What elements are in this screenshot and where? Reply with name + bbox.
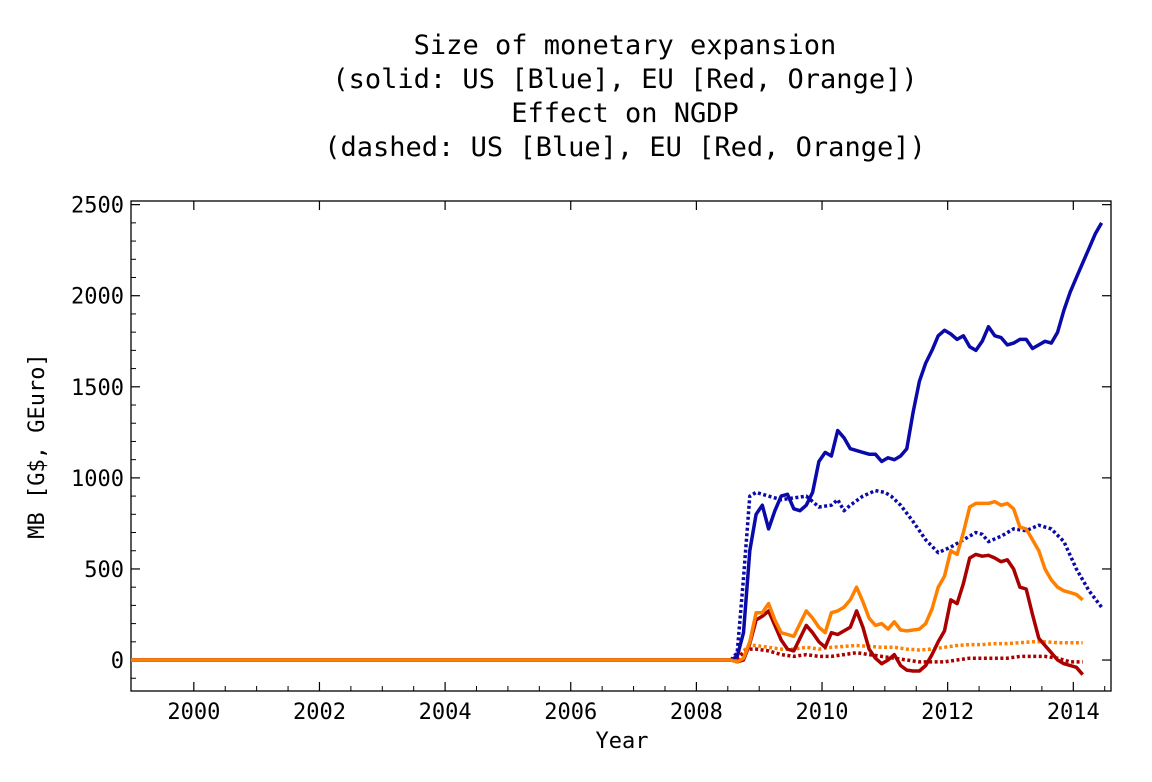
y-tick-label: 0 <box>111 649 124 674</box>
y-tick-label: 1000 <box>71 467 124 492</box>
y-axis-label: MB [G$, GEuro] <box>25 353 50 538</box>
y-tick-label: 1500 <box>71 376 124 401</box>
x-axis: 2000 2002 2004 2006 2008 2010 2012 2014 <box>167 201 1106 725</box>
x-tick-label: 2006 <box>544 700 597 725</box>
chart-title-line-4: (dashed: US [Blue], EU [Red, Orange]) <box>324 132 926 163</box>
chart-title-line-2: (solid: US [Blue], EU [Red, Orange]) <box>332 64 918 95</box>
chart-title-line-3: Effect on NGDP <box>511 98 739 129</box>
y-axis: 0 500 1000 1500 2000 2500 <box>71 194 1111 679</box>
x-tick-label: 2012 <box>921 700 974 725</box>
x-tick-label: 2004 <box>419 700 472 725</box>
y-tick-label: 2500 <box>71 194 124 219</box>
series-line-4 <box>131 552 1085 676</box>
x-tick-label: 2000 <box>167 700 220 725</box>
x-tick-label: 2010 <box>796 700 849 725</box>
series-line-5 <box>730 647 1083 664</box>
series-line-2 <box>131 499 1084 664</box>
x-axis-label: Year <box>596 729 649 754</box>
series-line-0 <box>131 222 1104 662</box>
x-tick-label: 2008 <box>670 700 723 725</box>
y-tick-label: 2000 <box>71 285 124 310</box>
x-tick-label: 2014 <box>1047 700 1100 725</box>
x-tick-label: 2002 <box>293 700 346 725</box>
plot-frame <box>130 200 1112 692</box>
series-layer <box>131 222 1104 676</box>
chart-title-line-1: Size of monetary expansion <box>413 30 837 61</box>
y-tick-label: 500 <box>84 558 124 583</box>
